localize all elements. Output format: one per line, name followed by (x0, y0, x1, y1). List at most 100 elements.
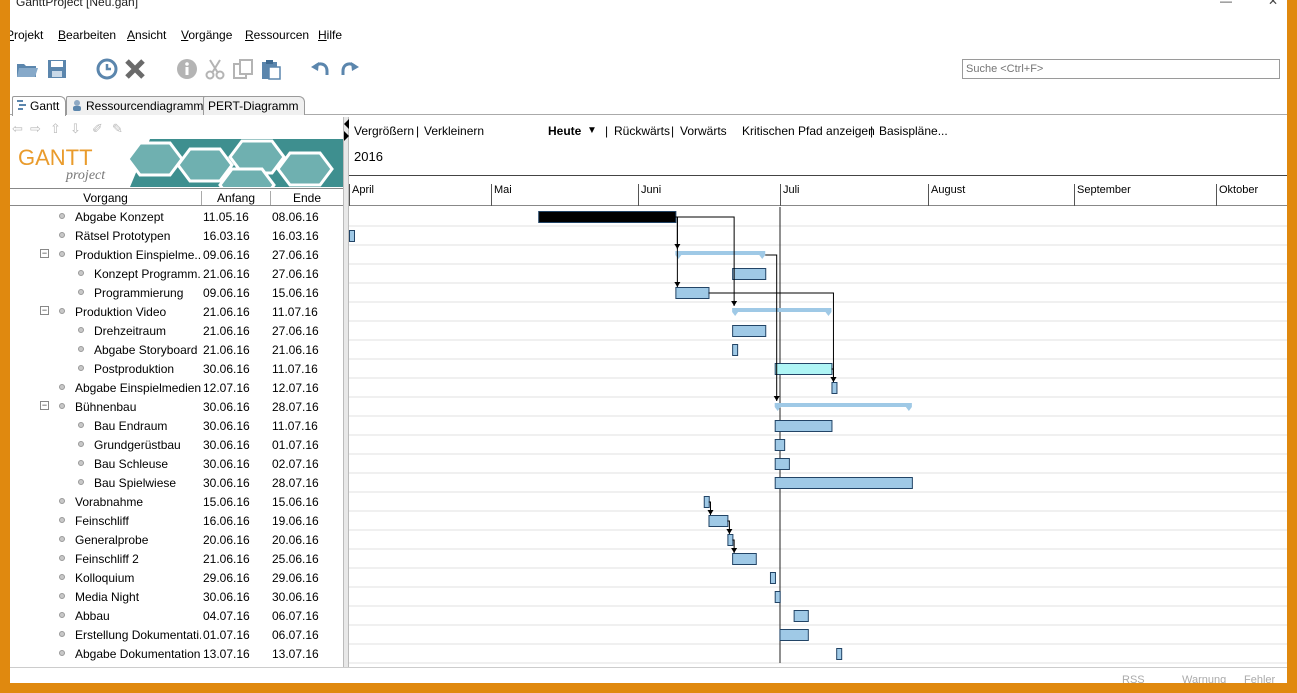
tab-resources[interactable]: Ressourcendiagramm (66, 96, 211, 115)
task-row[interactable]: Abgabe Konzept 11.05.16 08.06.16 (10, 207, 343, 226)
undo-icon[interactable] (308, 56, 334, 82)
task-row[interactable]: Abgabe Dokumentation 13.07.16 13.07.16 (10, 644, 343, 663)
save-icon[interactable] (44, 56, 70, 82)
paste-icon[interactable] (258, 56, 284, 82)
tab-pert[interactable]: PERT-Diagramm (203, 96, 306, 115)
task-name: Konzept Programm... (94, 267, 201, 281)
task-row[interactable]: Generalprobe 20.06.16 20.06.16 (10, 530, 343, 549)
task-dot-icon (78, 289, 84, 295)
unindent-icon[interactable]: ⇦ (12, 121, 23, 136)
panel-splitter[interactable] (343, 117, 349, 667)
zoom-out-link[interactable]: Verkleinern (424, 124, 485, 138)
task-bar (774, 458, 790, 470)
title-bar: GanttProject [Neu.gan] — ✕ (10, 0, 1287, 12)
task-dot-icon (78, 327, 84, 333)
back-link[interactable]: Rückwärts (614, 124, 671, 138)
task-row[interactable]: − Produktion Einspielme... 09.06.16 27.06.1… (10, 245, 343, 264)
dependency-arrow (830, 377, 837, 382)
error-status[interactable]: Fehler (1244, 674, 1276, 683)
collapse-icon[interactable]: − (40, 248, 49, 258)
task-row[interactable]: Vorabnahme 15.06.16 15.06.16 (10, 492, 343, 511)
cut-icon[interactable] (202, 56, 228, 82)
task-row[interactable]: Erstellung Dokumentati... 01.07.16 06.07.1… (10, 625, 343, 644)
open-folder-icon[interactable] (14, 56, 40, 82)
minimize-icon[interactable]: — (1220, 0, 1232, 8)
task-start: 11.05.16 (203, 210, 249, 224)
clock-icon[interactable] (94, 56, 120, 82)
collapse-icon[interactable]: − (40, 400, 49, 410)
task-end: 27.06.16 (272, 267, 319, 281)
task-dot-icon (59, 384, 65, 390)
task-dot-icon (59, 650, 65, 656)
task-row[interactable]: − Bühnenbau 30.06.16 28.07.16 (10, 397, 343, 416)
task-row[interactable]: Programmierung 09.06.16 15.06.16 (10, 283, 343, 302)
task-dot-icon (59, 213, 65, 219)
move-down-icon[interactable]: ⇩ (70, 121, 81, 136)
task-row[interactable]: Rätsel Prototypen 16.03.16 16.03.16 (10, 226, 343, 245)
task-dot-icon (59, 517, 65, 523)
task-end: 11.07.16 (272, 419, 318, 433)
menu-item-ansicht[interactable]: Ansicht (127, 28, 167, 42)
menu-item-hilfe[interactable]: Hilfe (318, 28, 343, 42)
task-row[interactable]: Feinschliff 2 21.06.16 25.06.16 (10, 549, 343, 568)
task-row[interactable]: Abbau 04.07.16 06.07.16 (10, 606, 343, 625)
delete-icon[interactable] (122, 56, 148, 82)
close-icon[interactable]: ✕ (1268, 0, 1279, 8)
move-up-icon[interactable]: ⇧ (50, 121, 61, 136)
task-row[interactable]: Media Night 30.06.16 30.06.16 (10, 587, 343, 606)
today-link[interactable]: Heute (548, 124, 582, 138)
task-row[interactable]: Bau Endraum 30.06.16 11.07.16 (10, 416, 343, 435)
gantt-chart[interactable] (349, 207, 1287, 667)
search-input[interactable] (962, 59, 1280, 79)
critical-path-link[interactable]: Kritischen Pfad anzeigen (742, 124, 875, 138)
menu-item-vorgänge[interactable]: Vorgänge (181, 28, 233, 42)
task-end: 15.06.16 (272, 495, 319, 509)
task-row[interactable]: Grundgerüstbau 30.06.16 01.07.16 (10, 435, 343, 454)
warning-status[interactable]: Warnung (1182, 674, 1227, 683)
zoom-in-link[interactable]: Vergrößern (354, 124, 415, 138)
rss-status[interactable]: RSS (1122, 674, 1145, 683)
task-row[interactable]: − Produktion Video 21.06.16 11.07.16 (10, 302, 343, 321)
menu-item-ressourcen[interactable]: Ressourcen (245, 28, 310, 42)
task-name: Bau Schleuse (94, 457, 169, 471)
task-dot-icon (78, 365, 84, 371)
task-row[interactable]: Abgabe Einspielmedien 12.07.16 12.07.16 (10, 378, 343, 397)
column-header-anfang[interactable]: Anfang (201, 191, 270, 205)
indent-icon[interactable]: ⇨ (30, 121, 41, 136)
redo-icon[interactable] (336, 56, 362, 82)
task-name: Erstellung Dokumentati... (75, 628, 201, 642)
task-tree-panel: ⇦ ⇨ ⇧ ⇩ ✐ ✎ GANTT project (10, 117, 343, 667)
task-name: Programmierung (94, 286, 184, 300)
chevron-down-icon[interactable]: ▼ (587, 125, 597, 136)
task-row[interactable]: Abgabe Storyboard 21.06.16 21.06.16 (10, 340, 343, 359)
task-row[interactable]: Feinschliff 16.06.16 19.06.16 (10, 511, 343, 530)
menu-item-bearbeiten[interactable]: Bearbeiten (58, 28, 117, 42)
task-name: Abgabe Konzept (75, 210, 164, 224)
separator: | (416, 124, 420, 138)
task-end: 27.06.16 (272, 324, 319, 338)
task-row[interactable]: Bau Spielwiese 30.06.16 28.07.16 (10, 473, 343, 492)
task-row[interactable]: Postproduktion 30.06.16 11.07.16 (10, 359, 343, 378)
forward-link[interactable]: Vorwärts (680, 124, 727, 138)
unlink-icon[interactable]: ✎ (112, 121, 123, 136)
task-row[interactable]: Konzept Programm... 21.06.16 27.06.16 (10, 264, 343, 283)
info-icon[interactable] (174, 56, 200, 82)
task-dot-icon (59, 536, 65, 542)
column-header-vorgang[interactable]: Vorgang (83, 191, 128, 205)
dependency-arrow (731, 301, 738, 306)
menu-item-projekt[interactable]: Projekt (10, 28, 44, 42)
task-end: 11.07.16 (272, 305, 318, 319)
copy-icon[interactable] (230, 56, 256, 82)
task-bar (708, 515, 729, 527)
task-row[interactable]: Bau Schleuse 30.06.16 02.07.16 (10, 454, 343, 473)
resource-icon (73, 100, 81, 111)
dependency-arrow (726, 529, 733, 534)
task-row[interactable]: Drehzeitraum 21.06.16 27.06.16 (10, 321, 343, 340)
baselines-link[interactable]: Basispläne... (879, 124, 948, 138)
tab-gantt[interactable]: Gantt (12, 96, 67, 116)
task-row[interactable]: Kolloquium 29.06.16 29.06.16 (10, 568, 343, 587)
task-name: Produktion Video (75, 305, 167, 319)
collapse-icon[interactable]: − (40, 305, 49, 315)
column-header-ende[interactable]: Ende (270, 191, 343, 205)
link-icon[interactable]: ✐ (92, 121, 103, 136)
